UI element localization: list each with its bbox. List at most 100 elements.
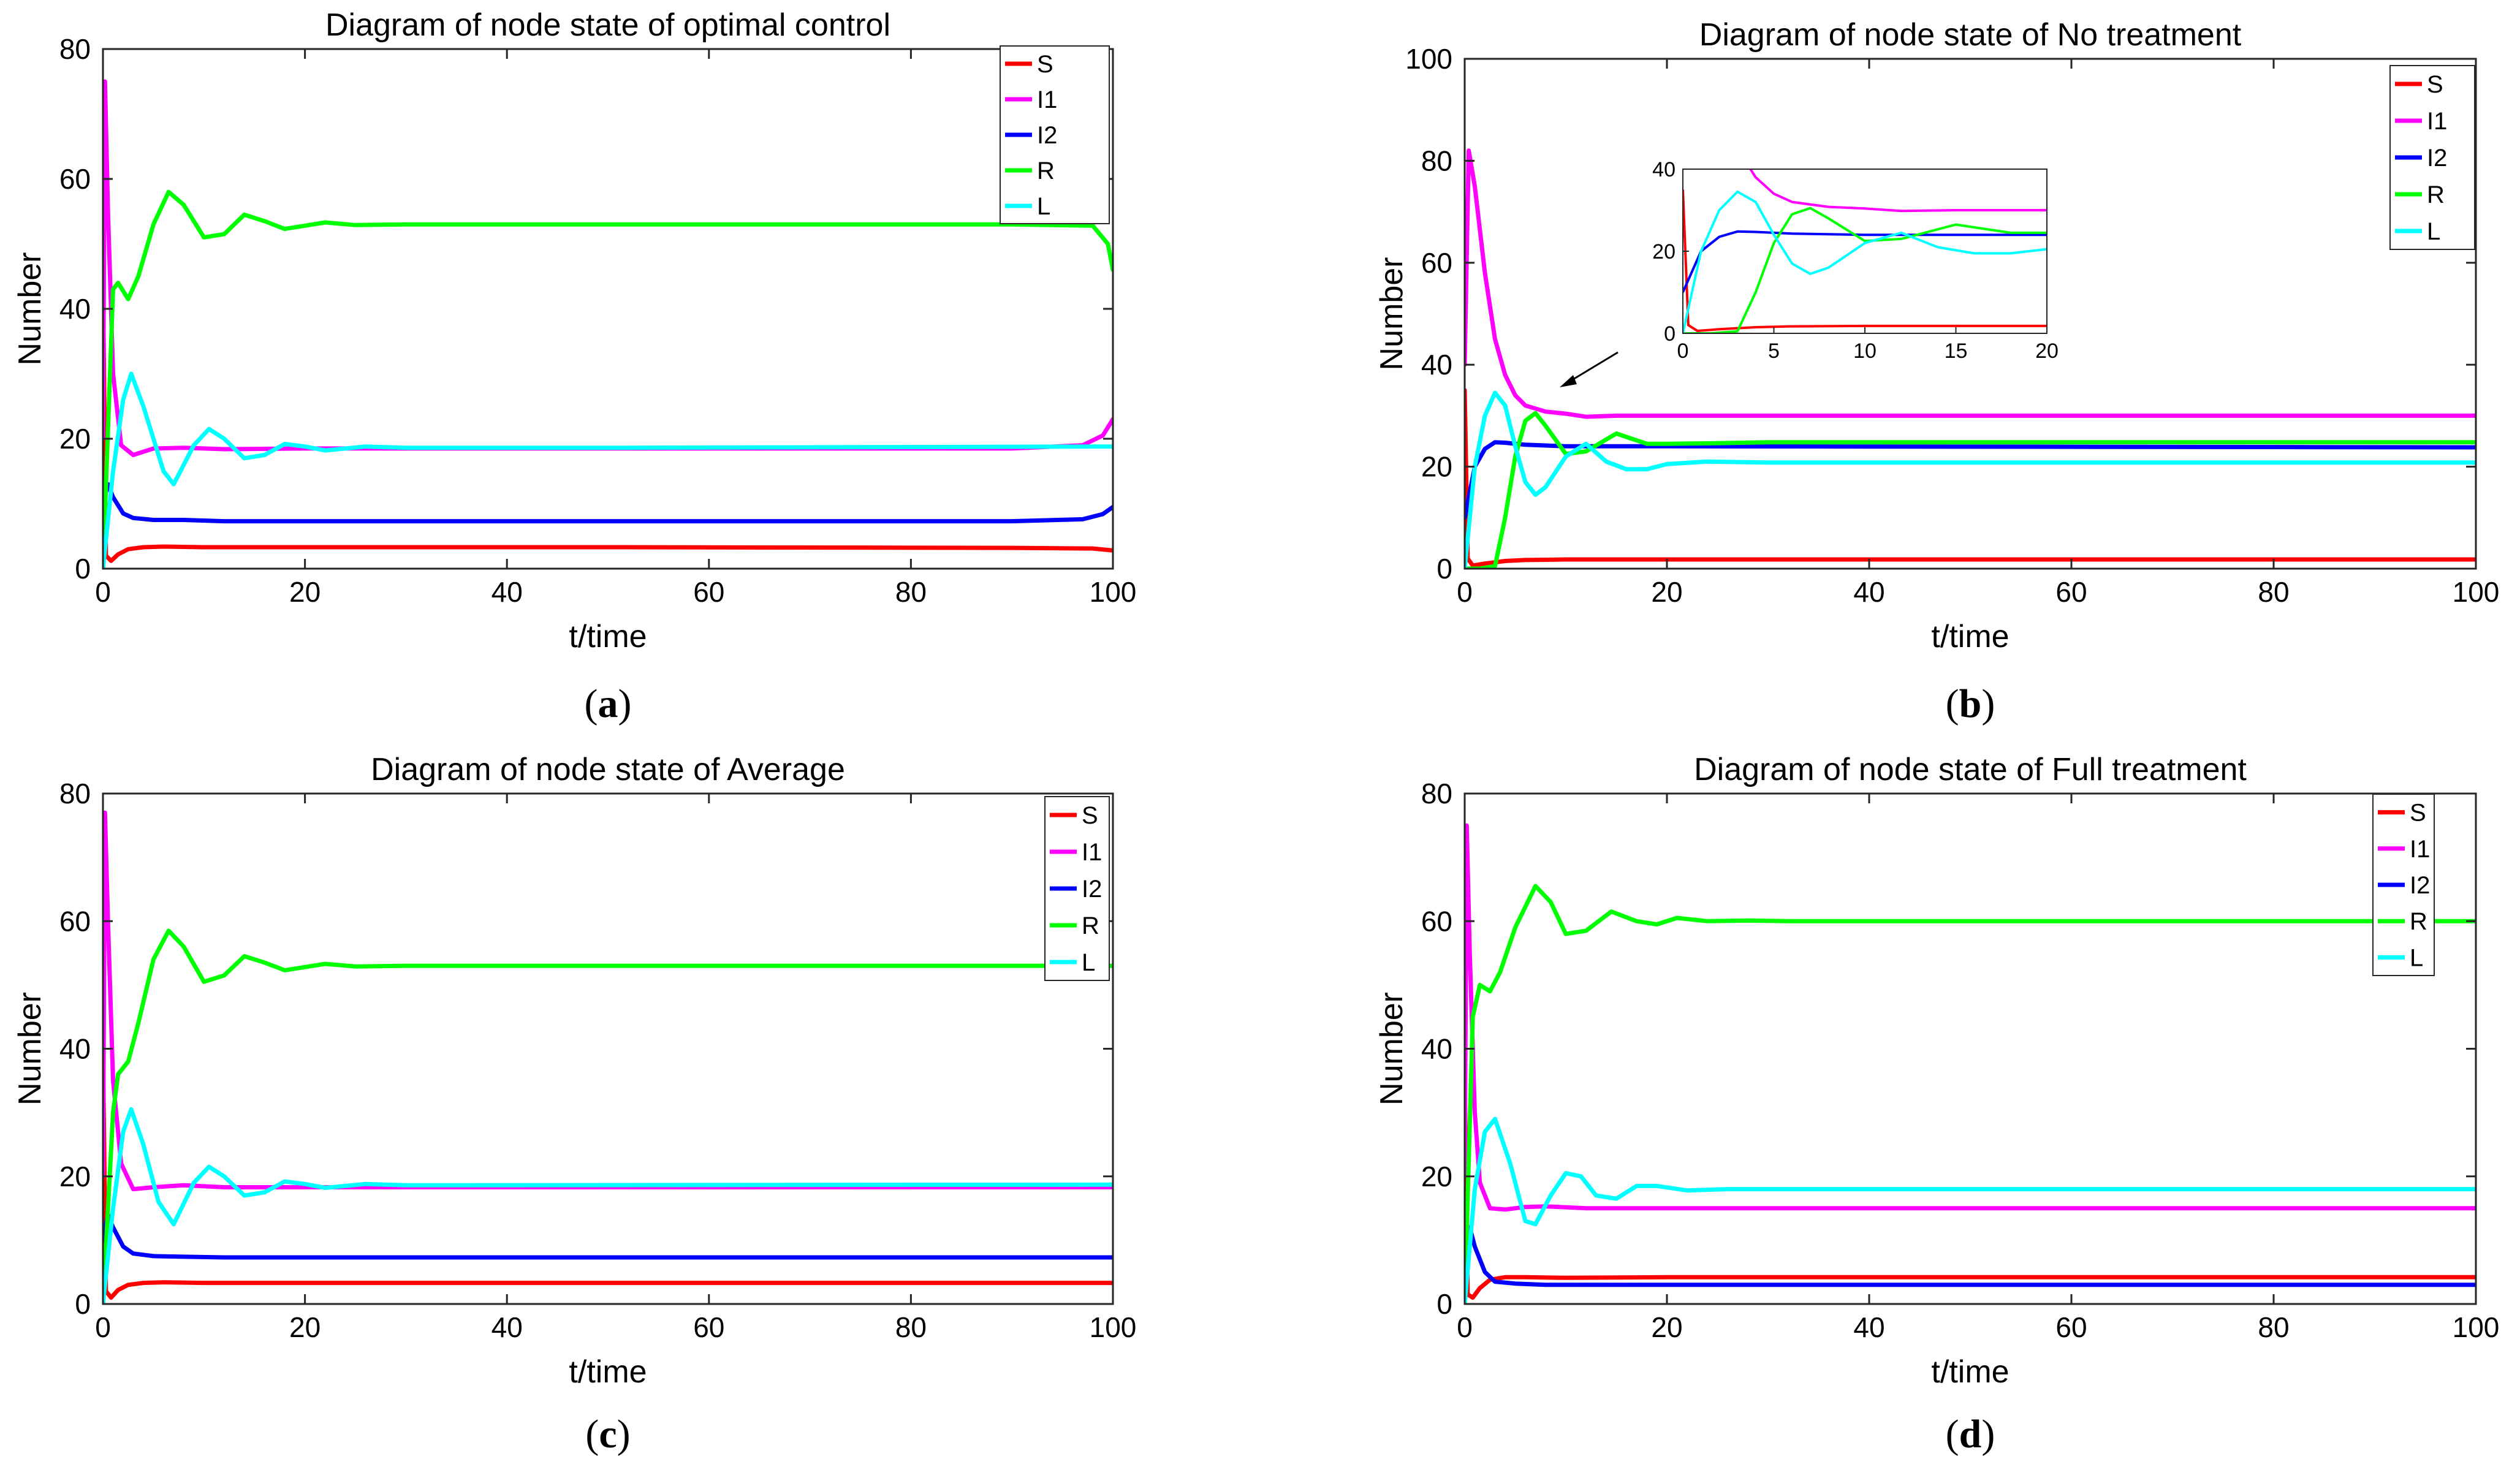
x-tick-label: 20 (289, 576, 321, 608)
inset-series-line-s (1683, 189, 2047, 332)
subfigure-label: (a) (585, 681, 632, 726)
subfigure-label: (c) (585, 1412, 630, 1457)
inset-background (1683, 169, 2047, 333)
subfigure-paren-open: ( (585, 1412, 599, 1457)
y-tick-label: 40 (1421, 1033, 1452, 1065)
legend-label-r: R (2410, 908, 2427, 935)
legend-label-i2: I2 (2410, 872, 2430, 899)
series-line-s (103, 1047, 1113, 1300)
x-tick-label: 60 (693, 1311, 724, 1343)
legend-label-l: L (2410, 944, 2423, 971)
legend-label-i2: I2 (1082, 876, 1102, 903)
legend-label-i1: I1 (1037, 86, 1057, 113)
series-line-i1 (1465, 823, 2476, 1212)
x-tick-label: 20 (1651, 1311, 1682, 1343)
subfigure-paren-close: ) (1981, 1412, 1995, 1457)
series-line-l (103, 1107, 1113, 1304)
series-line-i2 (103, 1212, 1113, 1260)
legend-label-i2: I2 (2427, 145, 2447, 172)
y-tick-label: 0 (75, 553, 91, 585)
y-tick-label: 20 (1421, 1161, 1452, 1192)
legend-label-r: R (1037, 157, 1055, 184)
y-tick-label: 80 (1421, 778, 1452, 809)
x-tick-label: 60 (2055, 1311, 2087, 1343)
y-tick-label: 0 (1436, 1288, 1452, 1320)
plot-frame (102, 48, 1114, 570)
x-tick-label: 100 (2453, 1311, 2500, 1343)
series-line-i2 (103, 482, 1113, 524)
legend-label-i1: I1 (1082, 839, 1102, 866)
y-tick-label: 60 (1421, 905, 1452, 937)
x-axis-label: t/time (1931, 619, 2009, 654)
x-tick-label: 40 (1853, 1311, 1884, 1343)
x-tick-label: 100 (1090, 576, 1137, 608)
y-axis-label: Number (1374, 992, 1410, 1105)
subfigure-paren-open: ( (1946, 1412, 1959, 1457)
subfigure-label: (d) (1946, 1412, 1995, 1457)
subfigure-paren-open: ( (585, 681, 598, 726)
subfigure-letter: c (599, 1412, 617, 1457)
x-tick-label: 20 (1651, 576, 1682, 608)
x-tick-label: 80 (895, 576, 927, 608)
chart-title: Diagram of node state of Average (371, 752, 845, 787)
inset-x-tick-label: 5 (1768, 339, 1780, 363)
inset-y-tick-label: 20 (1652, 240, 1676, 263)
series-group (103, 810, 1113, 1304)
x-tick-label: 40 (491, 1311, 523, 1343)
legend-label-r: R (1082, 912, 1099, 939)
x-tick-label: 80 (2258, 576, 2289, 608)
y-tick-label: 100 (1405, 43, 1452, 75)
subfigure-paren-close: ) (618, 681, 632, 726)
inset-series-line-i1 (1683, 169, 2047, 213)
y-axis-label: Number (12, 252, 48, 366)
inset-x-tick-label: 15 (1945, 339, 1968, 363)
legend-label-r: R (2427, 181, 2445, 208)
x-tick-label: 100 (2453, 576, 2500, 608)
series-line-r (1465, 884, 2476, 1304)
series-line-i1 (1465, 148, 2476, 419)
subfigure-letter: b (1959, 681, 1982, 726)
series-line-i2 (1465, 440, 2476, 520)
inset-x-tick-label: 0 (1677, 339, 1689, 363)
legend-label-s: S (2410, 800, 2426, 827)
inset-series-group (1683, 169, 2047, 333)
subfigure-paren-open: ( (1946, 681, 1959, 726)
panel-b: Diagram of node state of No treatment 0 20… (1374, 17, 2500, 726)
y-tick-label: 80 (59, 778, 91, 809)
x-tick-label: 100 (1090, 1311, 1137, 1343)
chart-title: Diagram of node state of Full treatment (1694, 752, 2247, 787)
legend-label-s: S (1037, 51, 1053, 78)
x-tick-label: 0 (95, 576, 111, 608)
plot-frame (1463, 792, 2477, 1305)
panel-c: Diagram of node state of Average 0 20 40 60 8… (12, 752, 1136, 1457)
y-tick-label: 40 (59, 1033, 91, 1065)
subfigure-label: (b) (1946, 681, 1995, 726)
series-line-i1 (103, 79, 1113, 457)
series-group (1465, 148, 2476, 569)
x-tick-label: 80 (2258, 1311, 2289, 1343)
series-line-r (103, 189, 1113, 569)
plot-frame (1463, 58, 2477, 570)
legend-label-l: L (2427, 218, 2440, 245)
x-tick-label: 0 (1457, 576, 1473, 608)
series-line-l (103, 371, 1113, 569)
y-tick-label: 60 (59, 163, 91, 195)
inset-arrow-head (1560, 375, 1577, 387)
series-line-r (1465, 411, 2476, 569)
x-tick-label: 40 (1853, 576, 1884, 608)
y-tick-label: 60 (1421, 247, 1452, 279)
x-tick-label: 60 (2055, 576, 2087, 608)
chart-title: Diagram of node state of No treatment (1699, 17, 2242, 53)
y-tick-label: 20 (59, 423, 91, 455)
plot-frame (102, 792, 1114, 1305)
y-tick-label: 40 (1421, 349, 1452, 381)
panel-d: Diagram of node state of Full treatment 0… (1374, 752, 2499, 1457)
subfigure-letter: d (1959, 1412, 1982, 1457)
y-tick-label: 80 (1421, 145, 1452, 176)
x-tick-label: 20 (289, 1311, 321, 1343)
y-tick-label: 80 (59, 33, 91, 65)
series-group (1465, 823, 2476, 1304)
legend-label-i1: I1 (2427, 108, 2447, 135)
subfigure-paren-close: ) (1981, 681, 1995, 726)
x-tick-label: 80 (895, 1311, 927, 1343)
